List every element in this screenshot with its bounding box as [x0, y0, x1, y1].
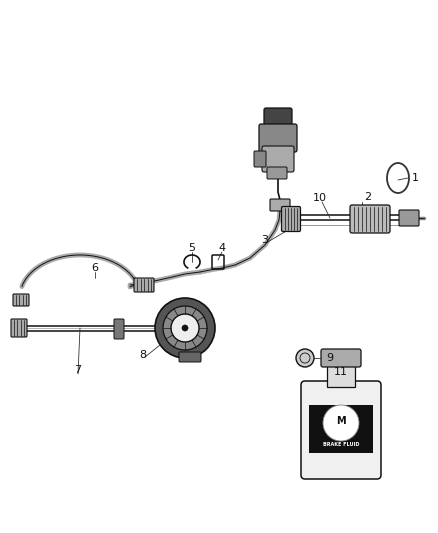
Text: M: M [336, 416, 346, 426]
Text: 2: 2 [364, 192, 371, 202]
Text: 3: 3 [261, 235, 268, 245]
Text: 8: 8 [139, 350, 147, 360]
Text: 9: 9 [326, 353, 334, 363]
FancyBboxPatch shape [282, 206, 300, 231]
FancyBboxPatch shape [259, 124, 297, 152]
FancyBboxPatch shape [350, 205, 390, 233]
FancyBboxPatch shape [264, 108, 292, 130]
Circle shape [182, 325, 188, 331]
Text: 10: 10 [313, 193, 327, 203]
FancyBboxPatch shape [13, 294, 29, 306]
FancyBboxPatch shape [270, 199, 290, 211]
FancyBboxPatch shape [301, 381, 381, 479]
Text: BRAKE FLUID: BRAKE FLUID [323, 442, 359, 448]
Circle shape [155, 298, 215, 358]
FancyBboxPatch shape [179, 352, 201, 362]
FancyBboxPatch shape [267, 167, 287, 179]
FancyBboxPatch shape [114, 319, 124, 339]
Circle shape [171, 314, 199, 342]
FancyBboxPatch shape [134, 278, 154, 292]
FancyBboxPatch shape [262, 146, 294, 172]
FancyBboxPatch shape [11, 319, 27, 337]
Bar [309, 405, 373, 453]
Text: 6: 6 [92, 263, 99, 273]
FancyBboxPatch shape [399, 210, 419, 226]
FancyBboxPatch shape [321, 349, 361, 367]
Text: 4: 4 [219, 243, 226, 253]
Text: 1: 1 [411, 173, 418, 183]
Text: 7: 7 [74, 365, 81, 375]
Text: 11: 11 [334, 367, 348, 377]
Bar [327, 363, 355, 387]
Circle shape [163, 306, 207, 350]
FancyBboxPatch shape [254, 151, 266, 167]
Text: 5: 5 [188, 243, 195, 253]
Circle shape [323, 405, 359, 441]
Circle shape [296, 349, 314, 367]
